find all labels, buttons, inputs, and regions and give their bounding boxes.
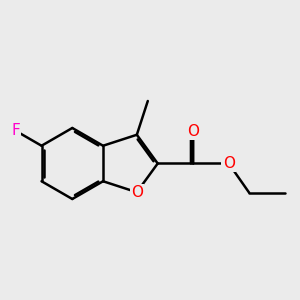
Text: O: O	[131, 185, 143, 200]
Text: O: O	[187, 124, 199, 139]
Text: O: O	[223, 156, 235, 171]
Text: F: F	[11, 123, 20, 138]
